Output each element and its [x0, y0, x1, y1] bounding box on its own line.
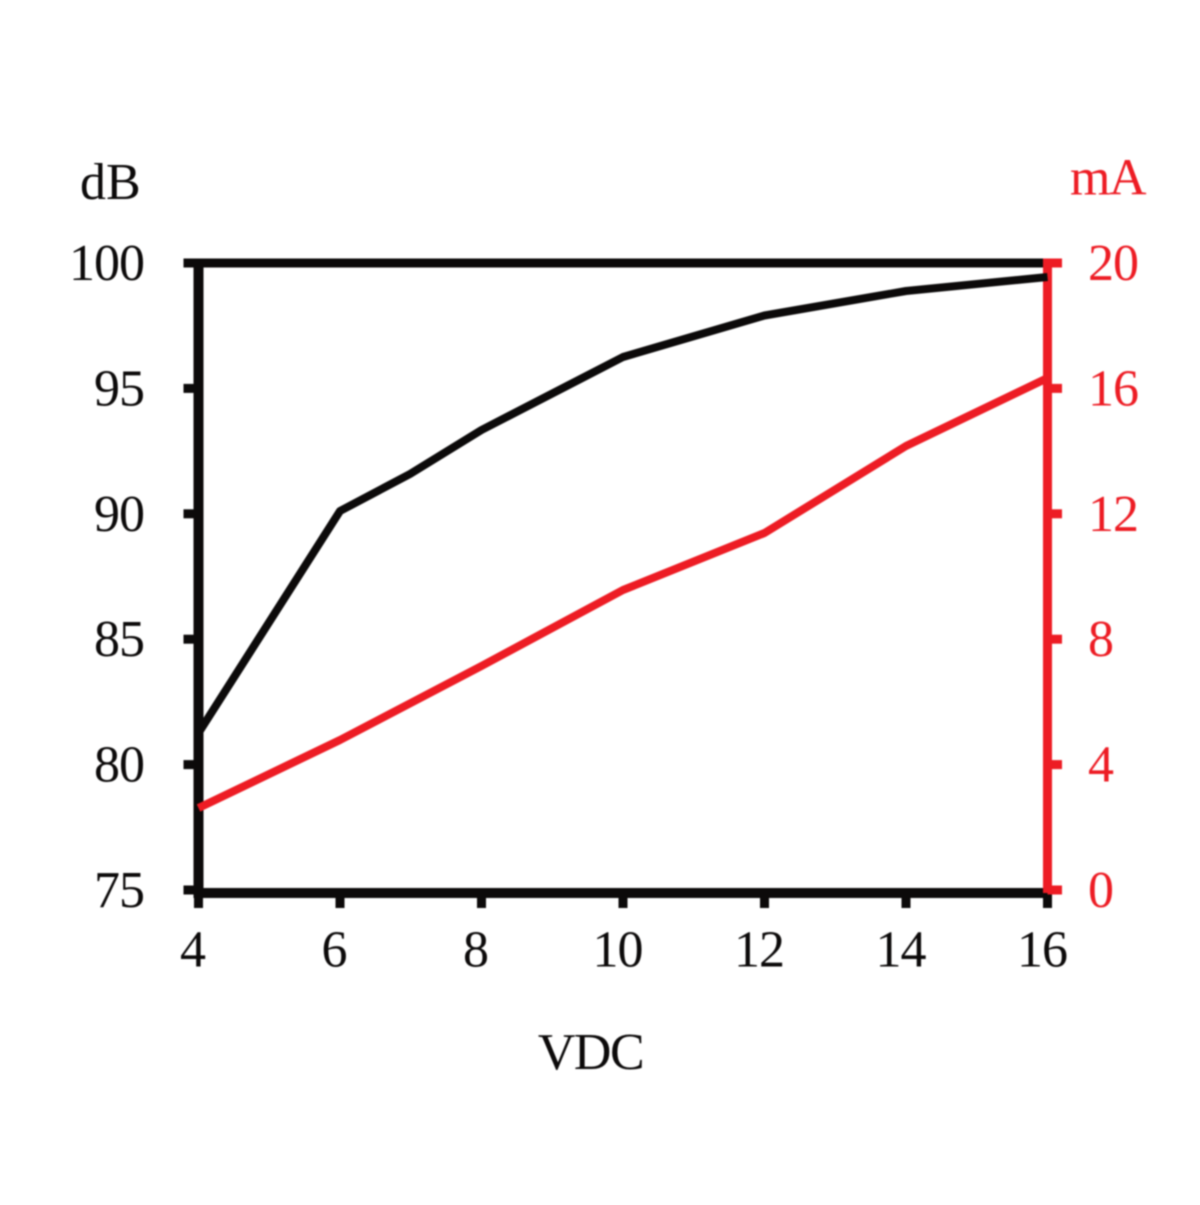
- svg-text:16: 16: [1088, 360, 1138, 417]
- svg-text:10: 10: [593, 922, 643, 979]
- svg-text:14: 14: [876, 922, 927, 979]
- svg-text:85: 85: [94, 611, 144, 668]
- svg-text:90: 90: [94, 486, 144, 543]
- svg-text:16: 16: [1017, 922, 1067, 979]
- svg-text:12: 12: [734, 922, 784, 979]
- svg-text:12: 12: [1088, 486, 1138, 543]
- svg-text:mA: mA: [1070, 150, 1147, 207]
- svg-text:VDC: VDC: [538, 1024, 643, 1081]
- svg-text:95: 95: [94, 360, 144, 417]
- svg-text:75: 75: [94, 862, 144, 919]
- svg-text:8: 8: [1088, 611, 1113, 668]
- svg-text:6: 6: [322, 922, 348, 979]
- svg-text:4: 4: [180, 922, 206, 979]
- svg-text:100: 100: [69, 235, 144, 292]
- svg-text:20: 20: [1088, 235, 1138, 292]
- svg-text:dB: dB: [80, 154, 141, 211]
- svg-text:8: 8: [463, 922, 489, 979]
- svg-text:0: 0: [1088, 862, 1113, 919]
- svg-text:4: 4: [1088, 737, 1114, 794]
- svg-text:80: 80: [94, 737, 144, 794]
